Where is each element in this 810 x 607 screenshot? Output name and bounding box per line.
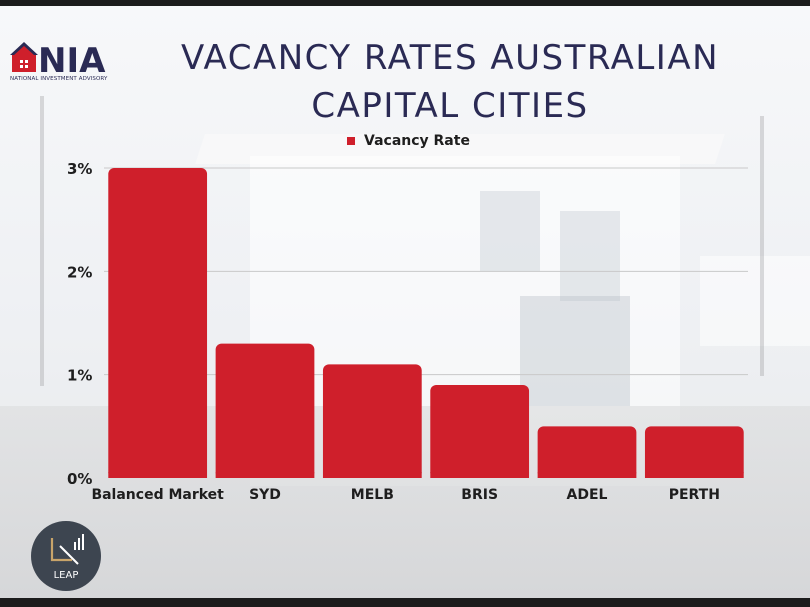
page-title-line: VACANCY RATES AUSTRALIAN [180,38,720,78]
bar [430,385,530,478]
nia-logo-text: NATIONAL INVESTMENT ADVISORY [10,76,108,82]
x-tick-label: BRIS [461,487,498,503]
bar-base [430,472,530,478]
bar-base [644,472,744,478]
bar-base [322,472,422,478]
top-frame-border [0,0,810,6]
background-window [480,191,540,271]
bar [108,168,208,478]
background-palm-tree [760,116,764,376]
chart-legend: Vacancy Rate [347,132,470,150]
legend-label: Vacancy Rate [364,133,470,149]
leap-roadmap-logo: LEAP [31,521,101,591]
x-tick-label: PERTH [669,487,720,503]
y-tick-label: 1% [67,367,92,385]
legend-swatch [347,137,355,145]
y-tick-label: 0% [67,470,92,488]
y-tick-label: 2% [67,263,92,281]
bar-base [108,472,208,478]
x-tick-label: MELB [351,487,394,503]
page-title: VACANCY RATES AUSTRALIAN CAPITAL CITIES [140,34,760,130]
bar [644,426,744,478]
x-tick-label: SYD [249,487,281,503]
background-window [560,211,620,301]
nia-logo-letters: NIA [38,41,106,76]
y-tick-label: 3% [67,160,92,178]
bar [322,364,422,478]
x-tick-label: Balanced Market [91,487,224,503]
background-palm-tree [40,96,44,386]
nia-logo: NIA NATIONAL INVESTMENT ADVISORY [10,36,125,86]
leap-logo-text: LEAP [54,570,79,581]
bar [537,426,637,478]
bar [215,343,315,478]
x-tick-label: ADEL [567,487,608,503]
bottom-frame-border [0,598,810,607]
bar-base [215,472,315,478]
bar-base [537,472,637,478]
page-title-line: CAPITAL CITIES [311,86,589,126]
nia-logo-mark: NIA [10,41,106,81]
background-window [520,296,630,406]
